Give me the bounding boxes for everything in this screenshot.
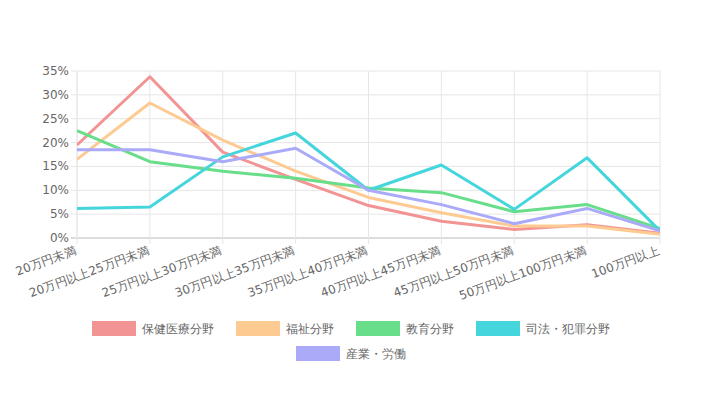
series-line [77,103,660,234]
series-line [77,77,660,234]
x-tick-label: 25万円以上30万円未満 [100,244,224,300]
y-grid-line [71,238,660,239]
legend-swatch [296,346,340,361]
x-grid-line [441,71,442,244]
legend-swatch [236,321,280,336]
legend-swatch [92,321,136,336]
y-tick-label: 35% [42,64,69,78]
x-tick-label: 30万円以上35万円未満 [173,244,297,300]
x-grid-line [149,71,150,244]
legend: 保健医療分野 福祉分野 教育分野 司法・犯罪分野産業・労働 [92,321,610,361]
legend-label: 保健医療分野 [142,322,214,336]
legend-label: 産業・労働 [346,347,406,361]
y-tick-label: 0% [50,231,69,245]
y-grid-line [71,214,660,215]
series-line [77,133,660,231]
y-grid-line [71,166,660,167]
x-tick-label: 20万円以上25万円未満 [27,244,151,300]
x-grid-line [368,71,369,244]
chart: 0%5%10%15%20%25%30%35%20万円未満20万円以上25万円未満… [0,0,702,415]
y-tick-label: 30% [42,88,69,102]
legend-swatch [356,321,400,336]
y-tick-label: 10% [42,183,69,197]
x-tick-label: 50万円以上100万円未満 [457,244,588,303]
x-tick-label: 35万円以上40万円未満 [246,244,370,300]
x-grid-line [295,71,296,244]
y-tick-label: 20% [42,136,69,150]
series-line [77,131,660,229]
y-tick-label: 5% [50,207,69,221]
x-grid-line [514,71,515,244]
legend-label: 福祉分野 [286,322,334,336]
y-grid-line [71,94,660,95]
y-grid-line [71,118,660,119]
x-grid-line [660,71,661,244]
plot-lines [77,77,660,234]
y-grid-line [71,142,660,143]
series-line [77,148,660,231]
x-tick-label: 100万円以上 [590,244,661,281]
y-grid-line [71,71,660,72]
legend-swatch [476,321,520,336]
legend-label: 教育分野 [406,322,454,336]
y-tick-label: 15% [42,159,69,173]
y-tick-label: 25% [42,112,69,126]
legend-label: 司法・犯罪分野 [526,322,610,336]
x-tick-label: 40万円以上45万円未満 [319,244,443,300]
x-tick-label: 45万円以上50万円未満 [392,244,516,300]
